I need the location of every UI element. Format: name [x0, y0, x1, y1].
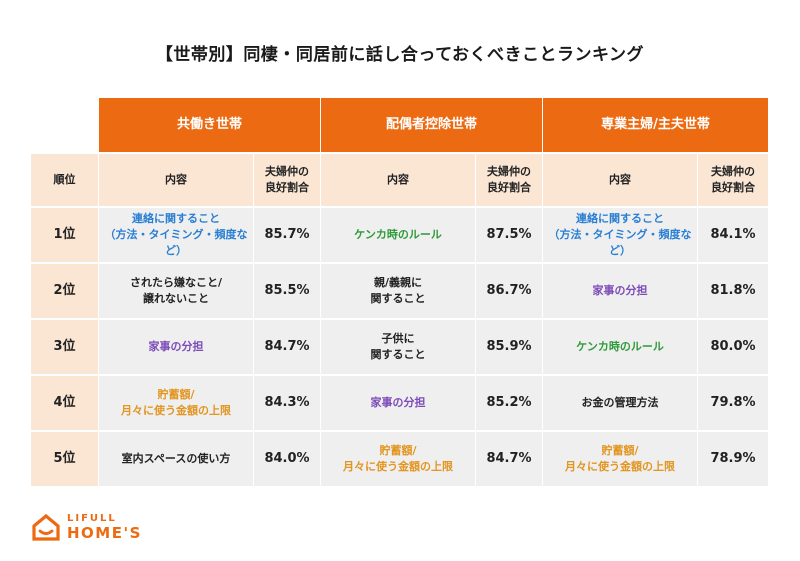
rank-cell: 5位 [31, 432, 99, 488]
item-content: 親/義親に 関すること [321, 264, 476, 320]
item-content: ケンカ時のルール [321, 208, 476, 264]
house-icon [32, 513, 60, 541]
rate-column-header: 夫婦仲の 良好割合 [254, 154, 321, 208]
item-rate: 79.8% [698, 376, 769, 432]
group-header-dual-income: 共働き世帯 [99, 98, 321, 154]
group-header-homemaker: 専業主婦/主夫世帯 [543, 98, 769, 154]
item-rate: 85.2% [476, 376, 543, 432]
corner-cell [31, 98, 99, 154]
item-rate: 80.0% [698, 320, 769, 376]
item-rate: 81.8% [698, 264, 769, 320]
item-content: されたら嫌なこと/ 譲れないこと [99, 264, 254, 320]
item-rate: 86.7% [476, 264, 543, 320]
item-content: 連絡に関すること （方法・タイミング・頻度など） [99, 208, 254, 264]
item-content: 家事の分担 [543, 264, 698, 320]
item-content: 貯蓄額/ 月々に使う金額の上限 [321, 432, 476, 488]
item-rate: 84.7% [254, 320, 321, 376]
brand-name-top: LIFULL [67, 512, 117, 524]
item-rate: 85.9% [476, 320, 543, 376]
item-content: 家事の分担 [99, 320, 254, 376]
item-content: 子供に 関すること [321, 320, 476, 376]
item-content: 家事の分担 [321, 376, 476, 432]
item-rate: 84.0% [254, 432, 321, 488]
item-content: 室内スペースの使い方 [99, 432, 254, 488]
page-title: 【世帯別】同棲・同居前に話し合っておくべきことランキング [155, 45, 645, 65]
item-content: お金の管理方法 [543, 376, 698, 432]
content-column-header: 内容 [99, 154, 254, 208]
content-column-header: 内容 [321, 154, 476, 208]
item-rate: 87.5% [476, 208, 543, 264]
item-content: 連絡に関すること （方法・タイミング・頻度など） [543, 208, 698, 264]
rank-cell: 2位 [31, 264, 99, 320]
rank-column-header: 順位 [31, 154, 99, 208]
brand-name-bottom: HOME'S [67, 523, 142, 542]
rank-cell: 3位 [31, 320, 99, 376]
item-rate: 85.7% [254, 208, 321, 264]
rank-cell: 4位 [31, 376, 99, 432]
brand-logo: LIFULL HOME'S [31, 510, 142, 544]
item-content: 貯蓄額/ 月々に使う金額の上限 [99, 376, 254, 432]
ranking-table: 共働き世帯 配偶者控除世帯 専業主婦/主夫世帯 順位 内容 夫婦仲の 良好割合 … [31, 98, 769, 488]
rate-column-header: 夫婦仲の 良好割合 [698, 154, 769, 208]
item-rate: 84.7% [476, 432, 543, 488]
content-column-header: 内容 [543, 154, 698, 208]
group-header-spouse-deduction: 配偶者控除世帯 [321, 98, 543, 154]
item-rate: 85.5% [254, 264, 321, 320]
item-rate: 84.1% [698, 208, 769, 264]
item-rate: 78.9% [698, 432, 769, 488]
item-content: 貯蓄額/ 月々に使う金額の上限 [543, 432, 698, 488]
item-content: ケンカ時のルール [543, 320, 698, 376]
rank-cell: 1位 [31, 208, 99, 264]
item-rate: 84.3% [254, 376, 321, 432]
rate-column-header: 夫婦仲の 良好割合 [476, 154, 543, 208]
